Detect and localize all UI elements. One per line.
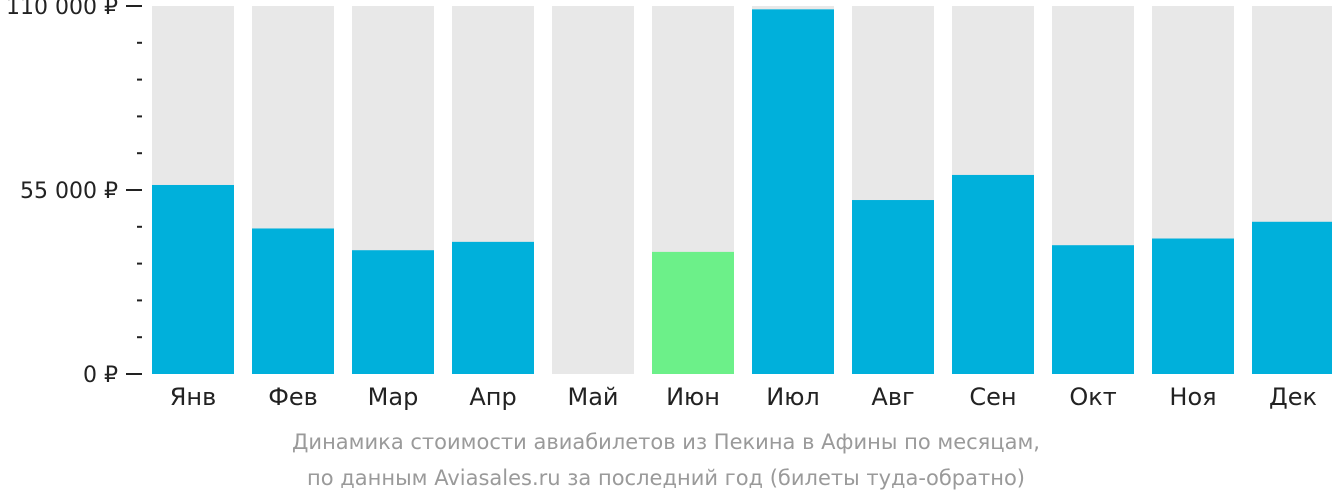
bar-6 bbox=[652, 251, 734, 374]
x-tick-label: Дек bbox=[1269, 383, 1317, 411]
x-tick-label: Июн bbox=[666, 383, 720, 411]
x-tick-label: Окт bbox=[1069, 383, 1116, 411]
bar-11 bbox=[1152, 238, 1234, 374]
bar-4 bbox=[452, 241, 534, 374]
bar-12 bbox=[1252, 221, 1332, 374]
y-tick-label: 110 000 ₽ bbox=[6, 0, 118, 20]
chart-caption-line-2: по данным Aviasales.ru за последний год … bbox=[307, 466, 1025, 490]
y-tick-label: 0 ₽ bbox=[83, 363, 118, 388]
x-tick-label: Янв bbox=[170, 383, 217, 411]
y-tick-label: 55 000 ₽ bbox=[20, 179, 118, 204]
price-bar-chart: 0 ₽ 55 000 ₽ 110 000 ₽ Янв Фев Мар Апр Май Июн И… bbox=[6, 0, 1332, 411]
x-tick-label: Сен bbox=[969, 383, 1016, 411]
bar-7 bbox=[752, 9, 834, 374]
x-tick-label: Июл bbox=[766, 383, 820, 411]
x-tick-label: Мар bbox=[368, 383, 419, 411]
bar-2 bbox=[252, 228, 334, 374]
x-tick-label: Ноя bbox=[1169, 383, 1216, 411]
price-bars bbox=[152, 9, 1332, 374]
bar-10 bbox=[1052, 245, 1134, 374]
bar-8 bbox=[852, 200, 934, 374]
chart-caption-line-1: Динамика стоимости авиабилетов из Пекина… bbox=[292, 430, 1040, 454]
bar-1 bbox=[152, 184, 234, 374]
x-tick-label: Апр bbox=[469, 383, 516, 411]
x-tick-label: Авг bbox=[871, 383, 914, 411]
bar-3 bbox=[352, 250, 434, 374]
x-axis: Янв Фев Мар Апр Май Июн Июл Авг Сен Окт Ноя Дек bbox=[170, 383, 1317, 411]
y-axis: 0 ₽ 55 000 ₽ 110 000 ₽ bbox=[6, 0, 142, 388]
x-tick-label: Май bbox=[567, 383, 618, 411]
bar-9 bbox=[952, 174, 1034, 374]
background-bar-5 bbox=[552, 6, 634, 374]
x-tick-label: Фев bbox=[268, 383, 318, 411]
